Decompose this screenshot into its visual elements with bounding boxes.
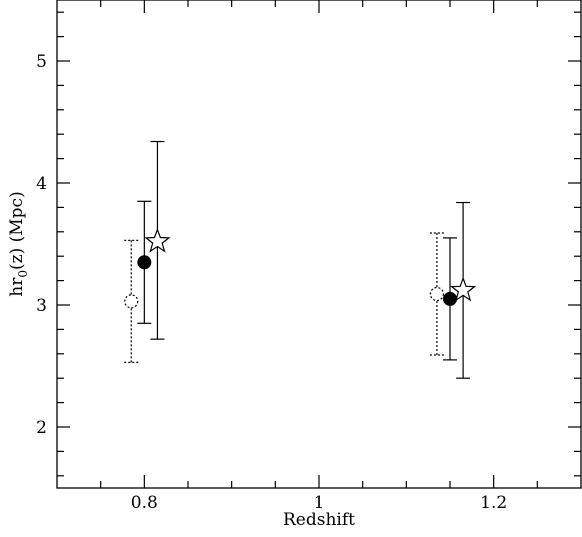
x-tick-label: 1.2 — [480, 493, 507, 513]
x-tick-label: 1 — [314, 493, 325, 513]
y-tick-label: 4 — [36, 174, 47, 194]
y-tick-label: 3 — [36, 296, 47, 316]
open-circle-marker — [124, 294, 139, 309]
x-axis-label: Redshift — [283, 510, 355, 530]
y-axis-label: hr0(z) (Mpc) — [7, 191, 30, 296]
tick-labels: 0.8 1 1.2 2 3 4 5 — [36, 52, 507, 513]
open-circle-marker — [429, 286, 444, 302]
y-axis-label-subscript: 0 — [16, 270, 30, 278]
y-tick-label: 5 — [36, 52, 47, 72]
data-point-group — [144, 140, 171, 340]
x-tick-label: 0.8 — [131, 493, 158, 513]
data-point-group — [124, 239, 139, 363]
y-tick-label: 2 — [36, 418, 47, 438]
y-axis-label-rest: (z) (Mpc) — [7, 191, 27, 270]
filled-circle-marker — [443, 291, 457, 306]
data-marks — [124, 140, 477, 379]
axis-ticks — [57, 0, 581, 488]
data-point-group — [450, 201, 477, 379]
open-star-marker — [450, 276, 477, 302]
y-axis-label-main: hr — [7, 277, 27, 297]
data-point-group — [429, 232, 444, 356]
plot-frame — [56, 0, 582, 489]
data-point-group — [443, 237, 457, 361]
data-point-group — [137, 200, 152, 324]
filled-circle-marker — [137, 255, 152, 270]
open-star-marker — [144, 227, 171, 253]
